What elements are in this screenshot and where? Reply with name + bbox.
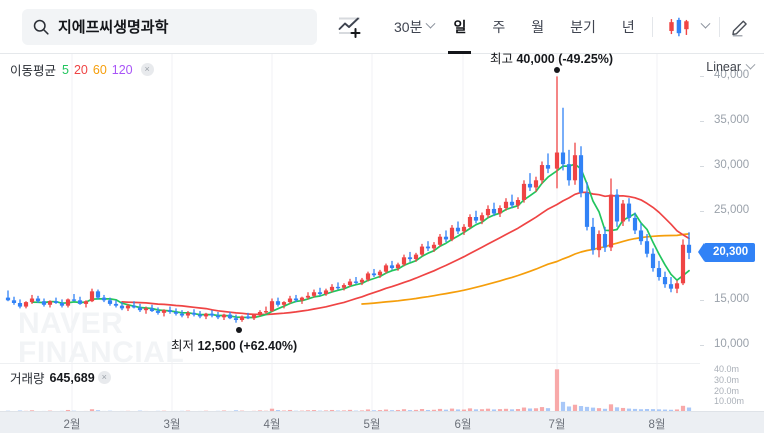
- current-price-tag: 20,300: [697, 243, 756, 263]
- scale-type-select[interactable]: Linear: [706, 59, 756, 74]
- pencil-icon: [732, 20, 748, 37]
- timeframe-tabs: 30분 일 주 월 분기 년: [381, 0, 648, 54]
- chart-type-button[interactable]: [657, 0, 715, 54]
- price-axis-tick: 40,000: [714, 69, 750, 82]
- volume-legend: 거래량 645,689 ×: [10, 368, 111, 387]
- ma-period-5[interactable]: 5: [62, 62, 69, 77]
- ma-period-60[interactable]: 60: [92, 62, 107, 77]
- chevron-down-icon: [745, 59, 756, 70]
- volume-bars-svg: [5, 364, 692, 411]
- timeframe-year[interactable]: 년: [609, 0, 648, 54]
- price-candlestick-svg: [5, 54, 692, 363]
- timeframe-month-label: 월: [531, 18, 545, 35]
- chevron-down-icon: [700, 18, 711, 29]
- volume-axis-tick: 40.0m: [714, 364, 740, 375]
- ma-period-20[interactable]: 20: [73, 62, 88, 77]
- price-axis-tick: 35,000: [714, 114, 750, 127]
- low-annotation: 최저 12,500 (+62.40%): [171, 338, 298, 353]
- low-annotation-dot: [236, 326, 242, 333]
- chart-toolbar: 30분 일 주 월 분기 년: [0, 0, 764, 54]
- high-annotation-dot: [554, 67, 560, 74]
- search-icon: [32, 18, 50, 36]
- volume-axis-tick: 20.0m: [714, 385, 740, 396]
- timeframe-quarter[interactable]: 분기: [557, 0, 609, 54]
- candlestick-icon: [669, 17, 689, 36]
- price-axis[interactable]: 40,000 35,000 30,000 25,000 15,000 10,000: [700, 54, 764, 411]
- price-axis-tickmark: [700, 121, 704, 123]
- ma-period-120[interactable]: 120: [111, 62, 133, 77]
- timeframe-year-label: 년: [621, 18, 635, 35]
- moving-average-legend: 이동평균 5 20 60 120 ×: [10, 60, 154, 79]
- date-axis-tick: 5월: [363, 419, 381, 431]
- timeframe-day[interactable]: 일: [440, 0, 479, 54]
- price-plot-area[interactable]: NAVER FINANCIAL: [0, 54, 700, 363]
- volume-plot-area[interactable]: [0, 363, 700, 411]
- ma-legend-label: 이동평균: [10, 64, 57, 78]
- date-axis-tick: 3월: [163, 419, 181, 431]
- chevron-down-icon: [426, 18, 436, 29]
- price-axis-tick: 30,000: [714, 158, 750, 171]
- remove-ma-button[interactable]: ×: [140, 63, 154, 76]
- timeframe-week[interactable]: 주: [479, 0, 518, 54]
- volume-legend-label: 거래량: [10, 372, 45, 386]
- price-axis-tickmark: [700, 210, 704, 212]
- high-annotation: 최고 40,000 (-49.25%): [490, 52, 614, 67]
- price-axis-tick: 25,000: [714, 203, 750, 216]
- toolbar-divider-2: [718, 16, 720, 37]
- timeframe-week-label: 주: [492, 18, 506, 35]
- timeframe-day-label: 일: [453, 18, 467, 35]
- search-input[interactable]: [58, 18, 303, 35]
- date-axis[interactable]: 2월 3월 4월 5월 6월 7월 8월: [0, 411, 764, 433]
- date-axis-tick: 7월: [548, 419, 566, 431]
- price-axis-tick: 10,000: [714, 338, 750, 351]
- scale-type-label: Linear: [706, 60, 741, 74]
- toolbar-divider-1: [651, 16, 653, 37]
- date-axis-tick: 8월: [648, 419, 666, 431]
- timeframe-quarter-label: 분기: [570, 18, 596, 35]
- add-indicator-button[interactable]: [335, 12, 365, 42]
- draw-tool-button[interactable]: [724, 0, 758, 54]
- search-box[interactable]: [22, 8, 317, 45]
- price-axis-tickmark: [700, 166, 704, 167]
- volume-axis-tick: 30.0m: [714, 375, 740, 385]
- timeframe-30min[interactable]: 30분: [381, 0, 440, 54]
- price-axis-tickmark: [700, 76, 704, 78]
- price-axis-tick: 15,000: [714, 293, 750, 306]
- volume-legend-value: 645,689: [49, 370, 95, 385]
- volume-axis-tick: 10.00m: [714, 396, 745, 407]
- price-axis-tickmark: [700, 300, 704, 302]
- remove-volume-button[interactable]: ×: [97, 371, 111, 384]
- timeframe-30min-label: 30분: [394, 18, 423, 35]
- date-axis-tick: 4월: [263, 419, 281, 431]
- line-chart-plus-icon: [338, 17, 361, 38]
- price-axis-tickmark: [700, 345, 704, 347]
- date-axis-tick: 6월: [454, 419, 472, 431]
- timeframe-month[interactable]: 월: [518, 0, 557, 54]
- date-axis-tick: 2월: [63, 419, 81, 431]
